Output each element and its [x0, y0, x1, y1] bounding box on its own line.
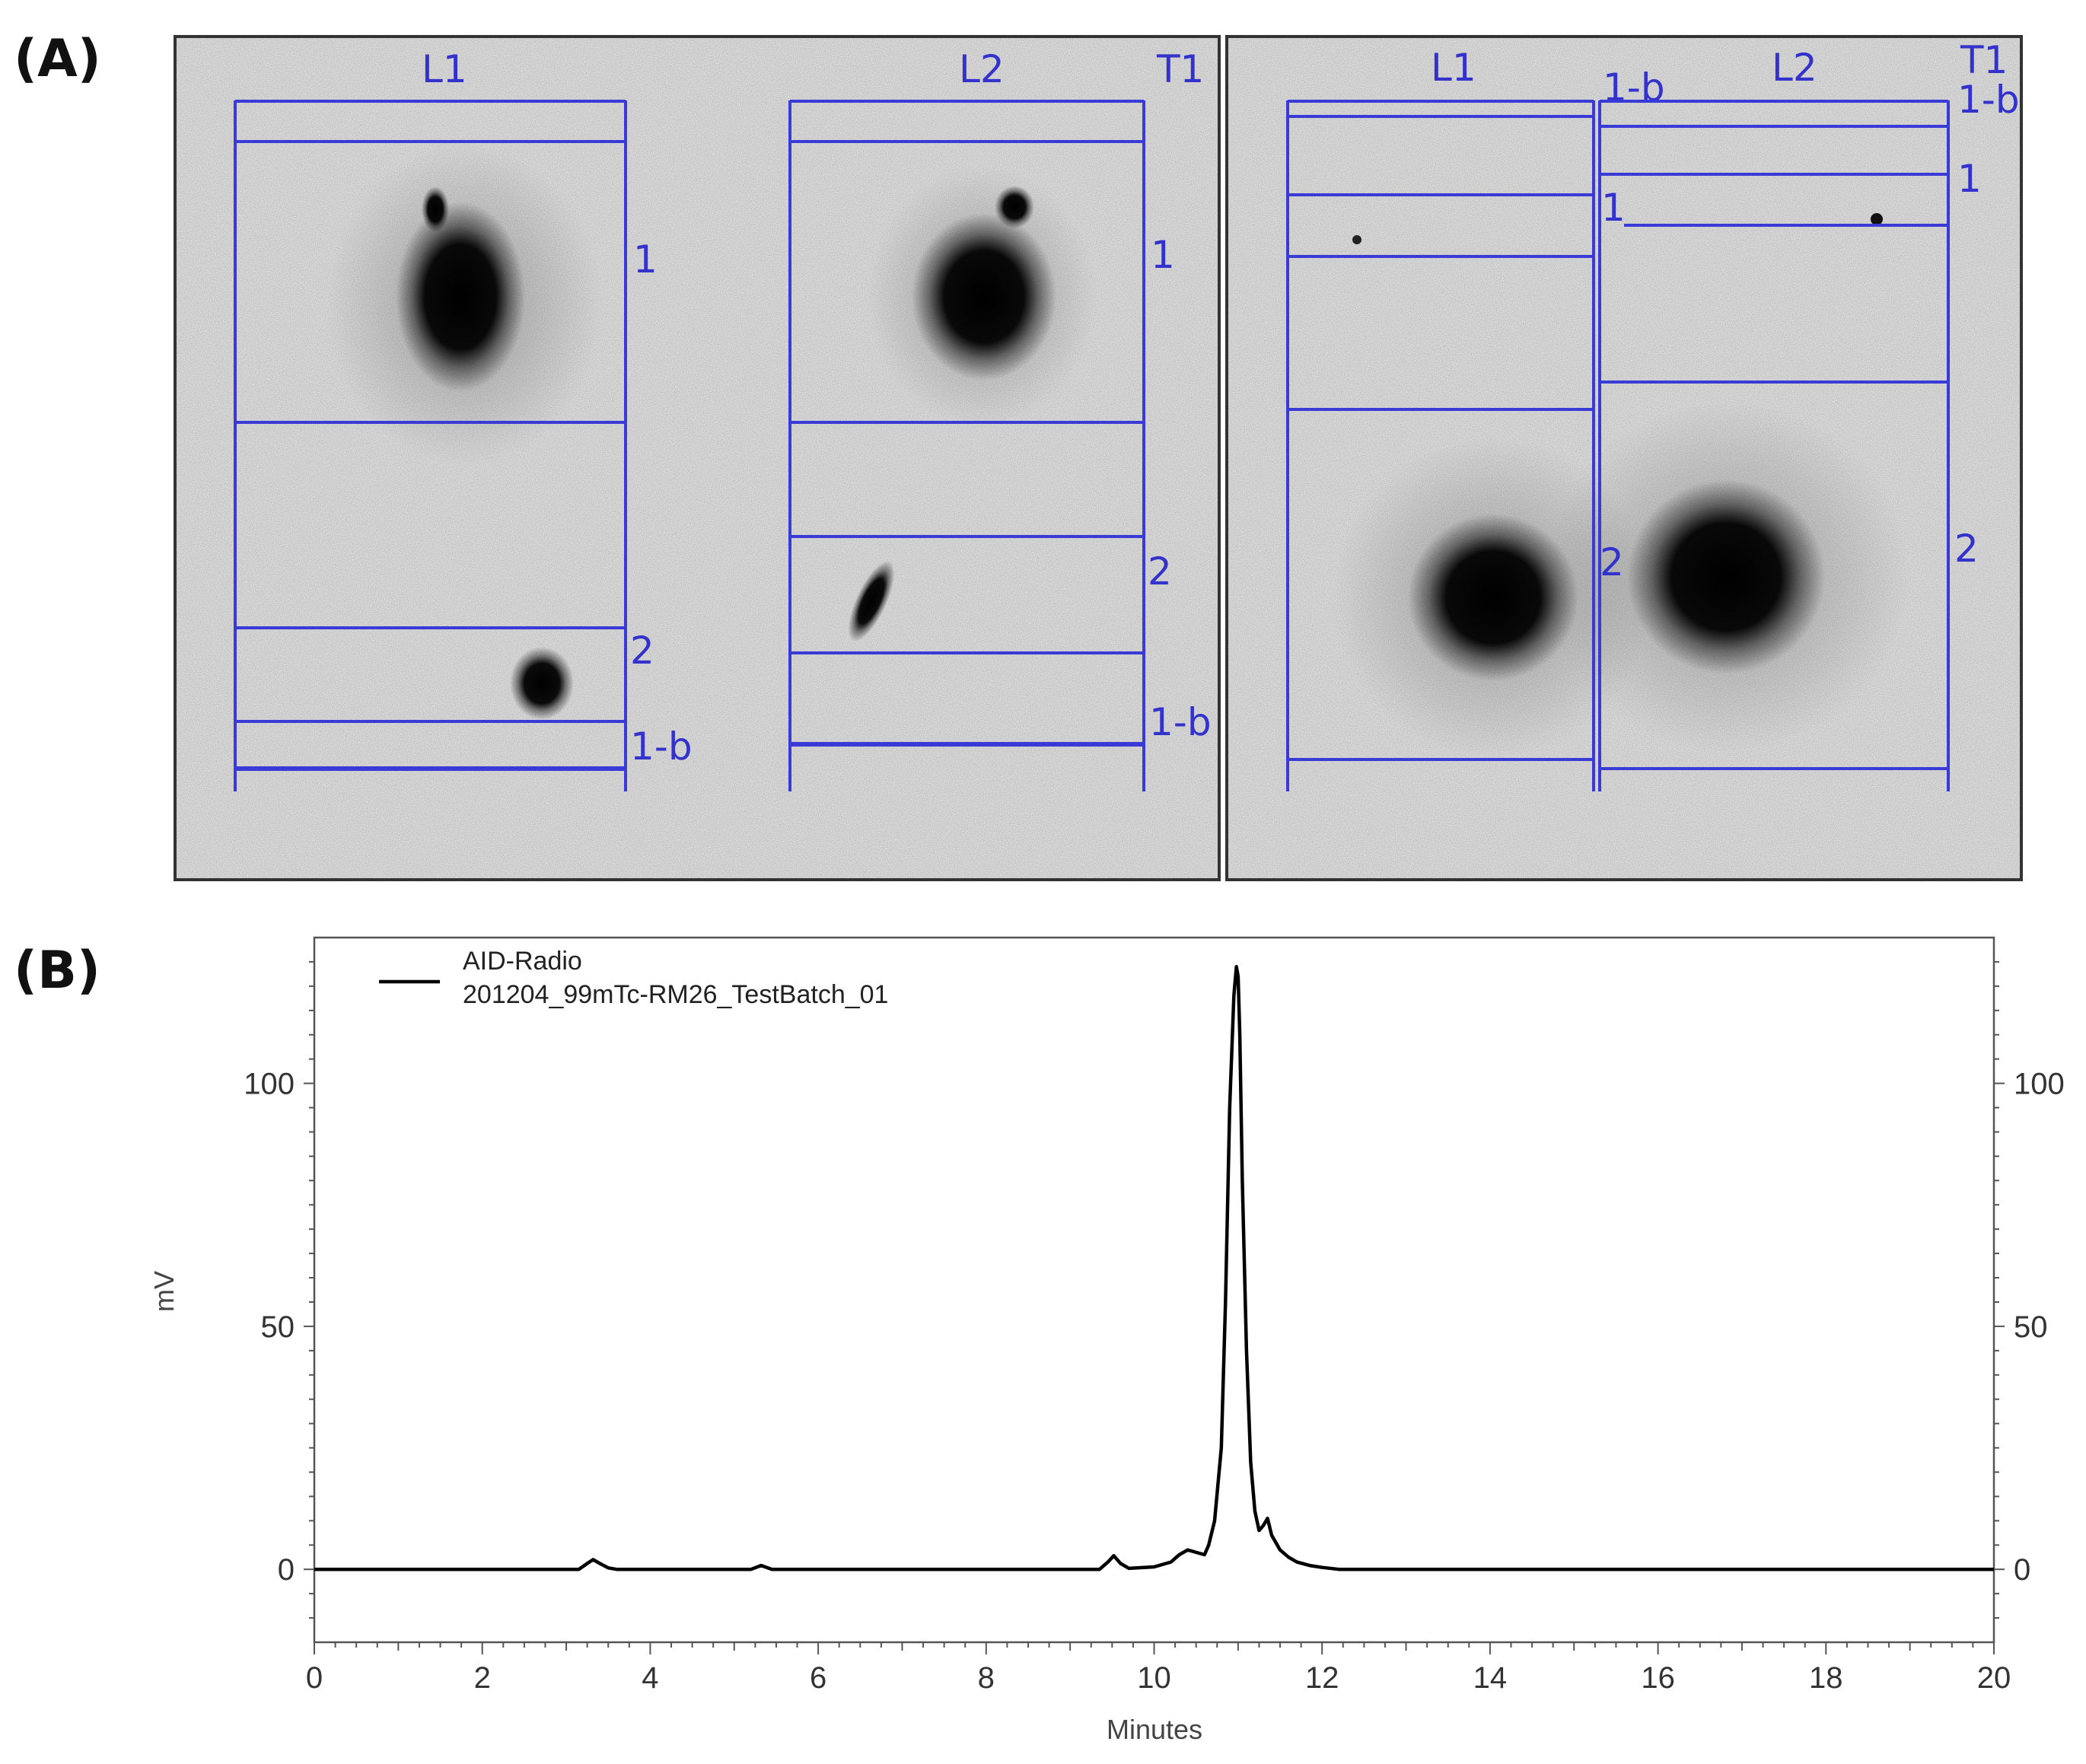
legend-line2: 201204_99mTc-RM26_TestBatch_01 [463, 980, 888, 1009]
r-lane-label-l1: L1 [1431, 46, 1476, 90]
dust-dot [1352, 235, 1361, 244]
zone-label-l1-1b: 1-b [630, 724, 693, 769]
y-axis-left: 0 50 100 [244, 960, 314, 1619]
spot-l1-zone1 [396, 202, 525, 392]
x-tick-label: 4 [642, 1661, 658, 1695]
r-lane-l2-zones [1598, 100, 1950, 791]
zone-label-l2-2: 2 [1148, 549, 1172, 594]
panel-label-b: (B) [14, 941, 100, 1001]
x-tick-label: 10 [1137, 1661, 1171, 1695]
y-tick-label-right: 50 [2014, 1310, 2048, 1344]
x-tick-label: 0 [306, 1661, 323, 1695]
r-zone-label-l2-1: 1 [1957, 157, 1982, 201]
r-zone-label-l1-2: 2 [1600, 540, 1624, 584]
x-tick-label: 12 [1305, 1661, 1339, 1695]
legend-line1: AID-Radio [463, 947, 582, 976]
tlc-plate-left: L1 L2 T1 1 2 1-b 1 2 1-b [174, 35, 1221, 881]
spot-r-l2-zone2 [1627, 479, 1825, 674]
dust-dot [1871, 213, 1883, 225]
plate-left-noise [177, 38, 1218, 878]
r-zone-label-l1-1: 1 [1601, 186, 1626, 230]
x-tick-label: 18 [1809, 1661, 1843, 1695]
x-tick-label: 8 [978, 1661, 995, 1695]
series-line-aid-radio [314, 965, 1994, 1571]
r-lane-label-t1: T1 [1960, 38, 2008, 82]
lane-label-l1: L1 [422, 47, 467, 91]
x-tick-label: 20 [1977, 1661, 2011, 1695]
spot-l1-zone2 [510, 647, 574, 720]
spot-l2-tip [995, 186, 1034, 228]
lane-l1-zones [234, 100, 627, 791]
spot-r-l1-zone2 [1408, 514, 1578, 681]
r-zone-label-l2-1b: 1-b [1957, 78, 2020, 122]
lane-l2-zones [788, 100, 1145, 791]
y-axis-right: 0 50 100 [1994, 960, 2065, 1619]
zone-label-l1-2: 2 [630, 629, 654, 673]
spot-l1-tip [422, 186, 449, 232]
panel-label-a: (A) [14, 29, 101, 89]
y-tick-label-left: 100 [244, 1068, 295, 1101]
r-zone-label-l1-1b: 1-b [1603, 65, 1665, 110]
lane-label-t1: T1 [1156, 47, 1204, 91]
x-tick-label: 16 [1641, 1661, 1675, 1695]
x-axis: 0 2 4 6 8 10 12 14 16 18 20 [306, 1642, 2011, 1695]
zone-label-l1-1: 1 [633, 237, 658, 282]
spot-l2-zone2 [848, 560, 895, 642]
spot-l2-zone1 [912, 213, 1056, 381]
legend: AID-Radio 201204_99mTc-RM26_TestBatch_01 [379, 947, 888, 1009]
x-tick-label: 2 [474, 1661, 491, 1695]
y-tick-label-right: 100 [2014, 1068, 2065, 1101]
tlc-plate-right: L1 L2 T1 1-b 1 2 1-b 1 2 [1225, 35, 2023, 881]
x-tick-label: 6 [810, 1661, 826, 1695]
y-axis-title: mV [148, 1271, 180, 1312]
zone-label-l2-1: 1 [1151, 233, 1175, 277]
lane-label-l2: L2 [959, 47, 1005, 91]
y-tick-label-left: 0 [278, 1553, 295, 1587]
x-tick-label: 14 [1473, 1661, 1508, 1695]
zone-label-l2-1b: 1-b [1149, 700, 1212, 744]
plot-frame [313, 936, 1995, 1644]
r-zone-label-l2-2: 2 [1954, 527, 1979, 571]
y-tick-label-left: 50 [261, 1310, 295, 1344]
y-tick-label-right: 0 [2014, 1553, 2030, 1587]
x-axis-title: Minutes [1107, 1714, 1202, 1745]
r-lane-l1-zones [1286, 100, 1595, 791]
r-lane-label-l2: L2 [1772, 46, 1817, 90]
